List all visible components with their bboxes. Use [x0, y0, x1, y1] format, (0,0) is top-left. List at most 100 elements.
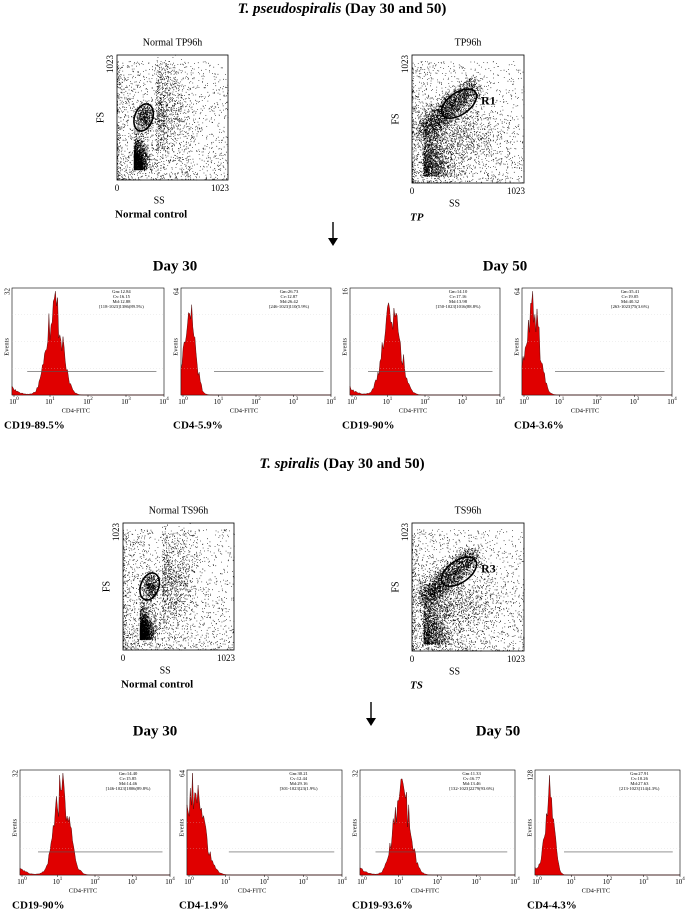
tick-base: 10	[221, 878, 229, 886]
hist-stat: Cv:16.77	[463, 776, 481, 781]
day-label: Day 30	[133, 723, 178, 739]
hist-stat: Gm:27.91	[630, 771, 649, 776]
hist-y-max: 16	[342, 288, 350, 296]
hist-x-tick: 103	[121, 397, 131, 405]
hist-stat: Gm:12.84	[112, 289, 131, 294]
tick-exp: 3	[128, 397, 131, 402]
hist-y-max: 128	[527, 770, 535, 781]
tick-base: 10	[383, 398, 391, 406]
tick-exp: 4	[166, 397, 169, 402]
hist-stat: Md:12.88	[112, 299, 131, 304]
species-name: T. spiralis	[259, 456, 319, 472]
hist-x-tick: 102	[603, 877, 613, 885]
tick-base: 10	[420, 398, 428, 406]
gate-outline	[139, 572, 161, 601]
tick-exp: 4	[344, 877, 347, 882]
caption: CD4-1.9%	[179, 900, 229, 910]
histogram-area	[186, 773, 342, 876]
hist-x-tick: 101	[567, 877, 577, 885]
hist-x-tick: 100	[17, 877, 27, 885]
arrow	[366, 702, 376, 726]
hist-stat: Cv:12.87	[281, 294, 299, 299]
hist-x-tick: 101	[555, 397, 565, 405]
arrow	[328, 222, 338, 246]
hist-stat: Md:27.63	[630, 781, 649, 786]
x-label: SS	[160, 665, 171, 676]
hist-stat: Md:29.16	[290, 781, 309, 786]
tick-exp: 2	[267, 877, 270, 882]
hist-x-label: CD4-FITC	[582, 887, 611, 894]
tick-exp: 3	[637, 397, 640, 402]
tick-exp: 1	[60, 877, 63, 882]
tick-base: 10	[251, 398, 259, 406]
x-max: 1023	[507, 186, 526, 196]
hist-stat: Cv:15.85	[120, 776, 138, 781]
hist-stat: [150-1023]1016(88.8%)	[436, 304, 481, 309]
scatter-dots	[412, 529, 525, 652]
hist-stat: Gm:11.33	[462, 771, 481, 776]
hist-y-max: 32	[4, 288, 12, 296]
tick-base: 10	[214, 398, 222, 406]
tick-exp: 1	[401, 877, 404, 882]
tick-base: 10	[178, 398, 186, 406]
tick-exp: 1	[52, 397, 55, 402]
hist-x-tick: 104	[337, 877, 347, 885]
caption: CD19-90%	[12, 900, 65, 910]
tick-exp: 0	[364, 877, 367, 882]
tick-base: 10	[159, 398, 167, 406]
tick-exp: 1	[390, 397, 393, 402]
tick-base: 10	[495, 398, 503, 406]
hist-y-label: Events	[178, 818, 185, 836]
hist-x-tick: 103	[458, 397, 468, 405]
hist-stat: Md:26.42	[280, 299, 299, 304]
tick-exp: 3	[646, 877, 649, 882]
hist-x-tick: 101	[53, 877, 63, 885]
tick-exp: 0	[185, 397, 188, 402]
tick-base: 10	[121, 398, 129, 406]
hist-x-tick: 104	[159, 397, 169, 405]
hist-stat: Cv:10.26	[631, 776, 649, 781]
tick-base: 10	[639, 878, 647, 886]
hist-stat: Cv:12.44	[290, 776, 308, 781]
x-label: SS	[449, 666, 460, 677]
x-max: 1023	[507, 654, 526, 664]
caption: CD19-89.5%	[4, 420, 65, 432]
histogram-area	[349, 302, 500, 396]
x-max: 1023	[217, 653, 236, 663]
tick-base: 10	[299, 878, 307, 886]
section-subtitle: (Day 30 and 50)	[345, 1, 446, 17]
hist-x-label: CD4-FITC	[399, 407, 428, 414]
tick-exp: 2	[258, 397, 261, 402]
hist-stat: [301-1023]23(1.9%)	[280, 786, 318, 791]
tick-exp: 1	[562, 397, 565, 402]
section-title: T. spiralis (Day 30 and 50)	[259, 456, 424, 472]
hist-stat: Gm:30.21	[289, 771, 308, 776]
tick-exp: 2	[440, 877, 443, 882]
tick-base: 10	[326, 398, 334, 406]
tick-base: 10	[472, 878, 480, 886]
hist-y-label: Events	[526, 818, 533, 836]
gate-label: R1	[481, 93, 496, 107]
x-min: 0	[121, 653, 126, 663]
tick-exp: 0	[24, 877, 27, 882]
tick-base: 10	[184, 878, 192, 886]
tick-exp: 4	[172, 877, 175, 882]
hist-x-tick: 101	[221, 877, 231, 885]
tick-exp: 3	[296, 397, 299, 402]
tick-exp: 3	[479, 877, 482, 882]
hist-stat: Cv:16.15	[113, 294, 131, 299]
tick-base: 10	[289, 398, 297, 406]
tick-exp: 4	[682, 877, 685, 882]
tick-base: 10	[603, 878, 611, 886]
tick-base: 10	[90, 878, 98, 886]
tick-base: 10	[532, 878, 540, 886]
hist-x-tick: 100	[519, 397, 529, 405]
hist-stat: [132-1023]2279(93.6%)	[449, 786, 494, 791]
hist-y-max: 64	[514, 288, 522, 296]
hist-x-tick: 103	[299, 877, 309, 885]
tick-exp: 3	[135, 877, 138, 882]
tick-base: 10	[433, 878, 441, 886]
scatter-dots	[123, 523, 235, 651]
caption: CD4-3.6%	[514, 420, 564, 432]
hist-x-label: CD4-FITC	[62, 407, 91, 414]
